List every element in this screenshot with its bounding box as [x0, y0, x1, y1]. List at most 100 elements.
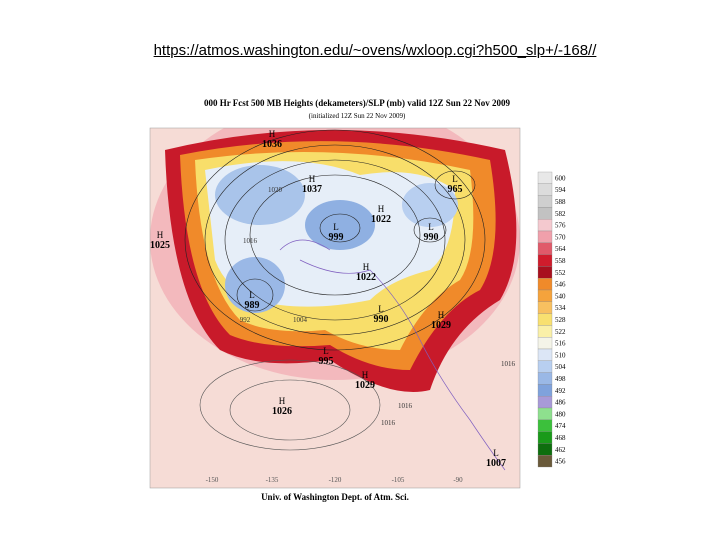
legend-label: 558 [555, 257, 566, 265]
pressure-center-value: 995 [319, 356, 334, 367]
legend-swatch [537, 337, 553, 350]
legend-label: 516 [555, 340, 566, 348]
legend-swatch [537, 396, 553, 409]
legend-swatch [537, 455, 553, 468]
longitude-label: -120 [329, 476, 342, 484]
pressure-center-kind: L [428, 222, 434, 232]
legend-swatch [537, 195, 553, 208]
legend-swatch [537, 372, 553, 385]
contour-label: 1016 [398, 402, 413, 410]
pressure-center-value: 965 [448, 184, 463, 195]
pressure-center-kind: H [378, 204, 385, 214]
pressure-center-kind: L [323, 346, 329, 356]
legend-swatch [537, 266, 553, 279]
legend-swatch [537, 289, 553, 302]
legend-label: 576 [555, 222, 566, 230]
pressure-center-value: 1029 [431, 320, 451, 331]
legend-label: 468 [555, 434, 566, 442]
pressure-center-kind: L [333, 222, 339, 232]
legend-label: 582 [555, 210, 566, 218]
legend-swatch [537, 278, 553, 291]
legend-label: 534 [555, 304, 566, 312]
legend-label: 570 [555, 233, 566, 241]
legend-label: 600 [555, 174, 566, 182]
legend-swatch [537, 242, 553, 255]
legend-swatch [537, 254, 553, 267]
legend-label: 474 [555, 422, 566, 430]
legend-label: 540 [555, 292, 566, 300]
url-link[interactable]: https://atmos.washington.edu/~ovens/wxlo… [153, 42, 597, 59]
pressure-center-value: 1025 [150, 240, 170, 251]
legend-label: 480 [555, 410, 566, 418]
pressure-center-value: 1022 [356, 272, 376, 283]
pressure-center-kind: L [452, 174, 458, 184]
longitude-label: -135 [266, 476, 279, 484]
legend-label: 504 [555, 363, 566, 371]
legend-swatch [537, 230, 553, 243]
pressure-center-kind: L [378, 304, 384, 314]
legend-swatch [537, 443, 553, 456]
contour-label: 1020 [268, 186, 283, 194]
pressure-center-kind: H [269, 129, 276, 139]
pressure-center-value: 1007 [486, 458, 506, 469]
legend-swatch [537, 171, 553, 184]
pressure-center-kind: H [279, 396, 286, 406]
legend-label: 588 [555, 198, 566, 206]
pressure-center-kind: H [157, 230, 164, 240]
contour-label: 1004 [293, 316, 308, 324]
pressure-center-kind: H [438, 310, 445, 320]
pressure-center-value: 990 [424, 232, 439, 243]
legend-swatch [537, 301, 553, 314]
legend-swatch [537, 348, 553, 361]
legend-label: 462 [555, 446, 566, 454]
pressure-center-value: 1026 [272, 406, 292, 417]
legend-swatch [537, 431, 553, 444]
contour-label: 992 [240, 316, 251, 324]
legend-label: 552 [555, 269, 566, 277]
credit: Univ. of Washington Dept. of Atm. Sci. [261, 492, 409, 502]
legend-swatch [537, 360, 553, 373]
longitude-label: -90 [453, 476, 463, 484]
legend-swatch [537, 384, 553, 397]
pressure-center-kind: H [363, 262, 370, 272]
legend-swatch [537, 419, 553, 432]
legend-label: 486 [555, 399, 566, 407]
pressure-center-value: 1029 [355, 380, 375, 391]
pressure-center-value: 1022 [371, 214, 391, 225]
longitude-label: -105 [392, 476, 405, 484]
contour-label: 1016 [243, 237, 258, 245]
legend-swatch [537, 407, 553, 420]
legend-swatch [537, 325, 553, 338]
map-field [150, 128, 520, 488]
longitude-label: -150 [206, 476, 219, 484]
legend-label: 522 [555, 328, 566, 336]
contour-label: 1016 [501, 360, 516, 368]
pressure-center-value: 990 [374, 314, 389, 325]
legend-label: 492 [555, 387, 566, 395]
map-subtitle: (initialized 12Z Sun 22 Nov 2009) [309, 112, 406, 120]
legend-label: 564 [555, 245, 566, 253]
legend-label: 510 [555, 351, 566, 359]
pressure-center-kind: H [362, 370, 369, 380]
legend-label: 546 [555, 281, 566, 289]
pressure-center-value: 1036 [262, 139, 282, 150]
legend-label: 528 [555, 316, 566, 324]
pressure-center-kind: H [309, 174, 316, 184]
legend-swatch [537, 183, 553, 196]
pressure-center-value: 989 [245, 300, 260, 311]
legend-label: 498 [555, 375, 566, 383]
map-title: 000 Hr Fcst 500 MB Heights (dekameters)/… [204, 98, 511, 108]
contour-label: 1016 [381, 419, 396, 427]
legend-swatch [537, 219, 553, 232]
pressure-center-value: 999 [329, 232, 344, 243]
pressure-center-kind: L [493, 448, 499, 458]
legend-label: 456 [555, 458, 566, 466]
pressure-center-kind: L [249, 290, 255, 300]
legend-swatch [537, 313, 553, 326]
map-frame [149, 127, 521, 489]
legend-label: 594 [555, 186, 566, 194]
pressure-center-value: 1037 [302, 184, 322, 195]
legend-swatch [537, 207, 553, 220]
